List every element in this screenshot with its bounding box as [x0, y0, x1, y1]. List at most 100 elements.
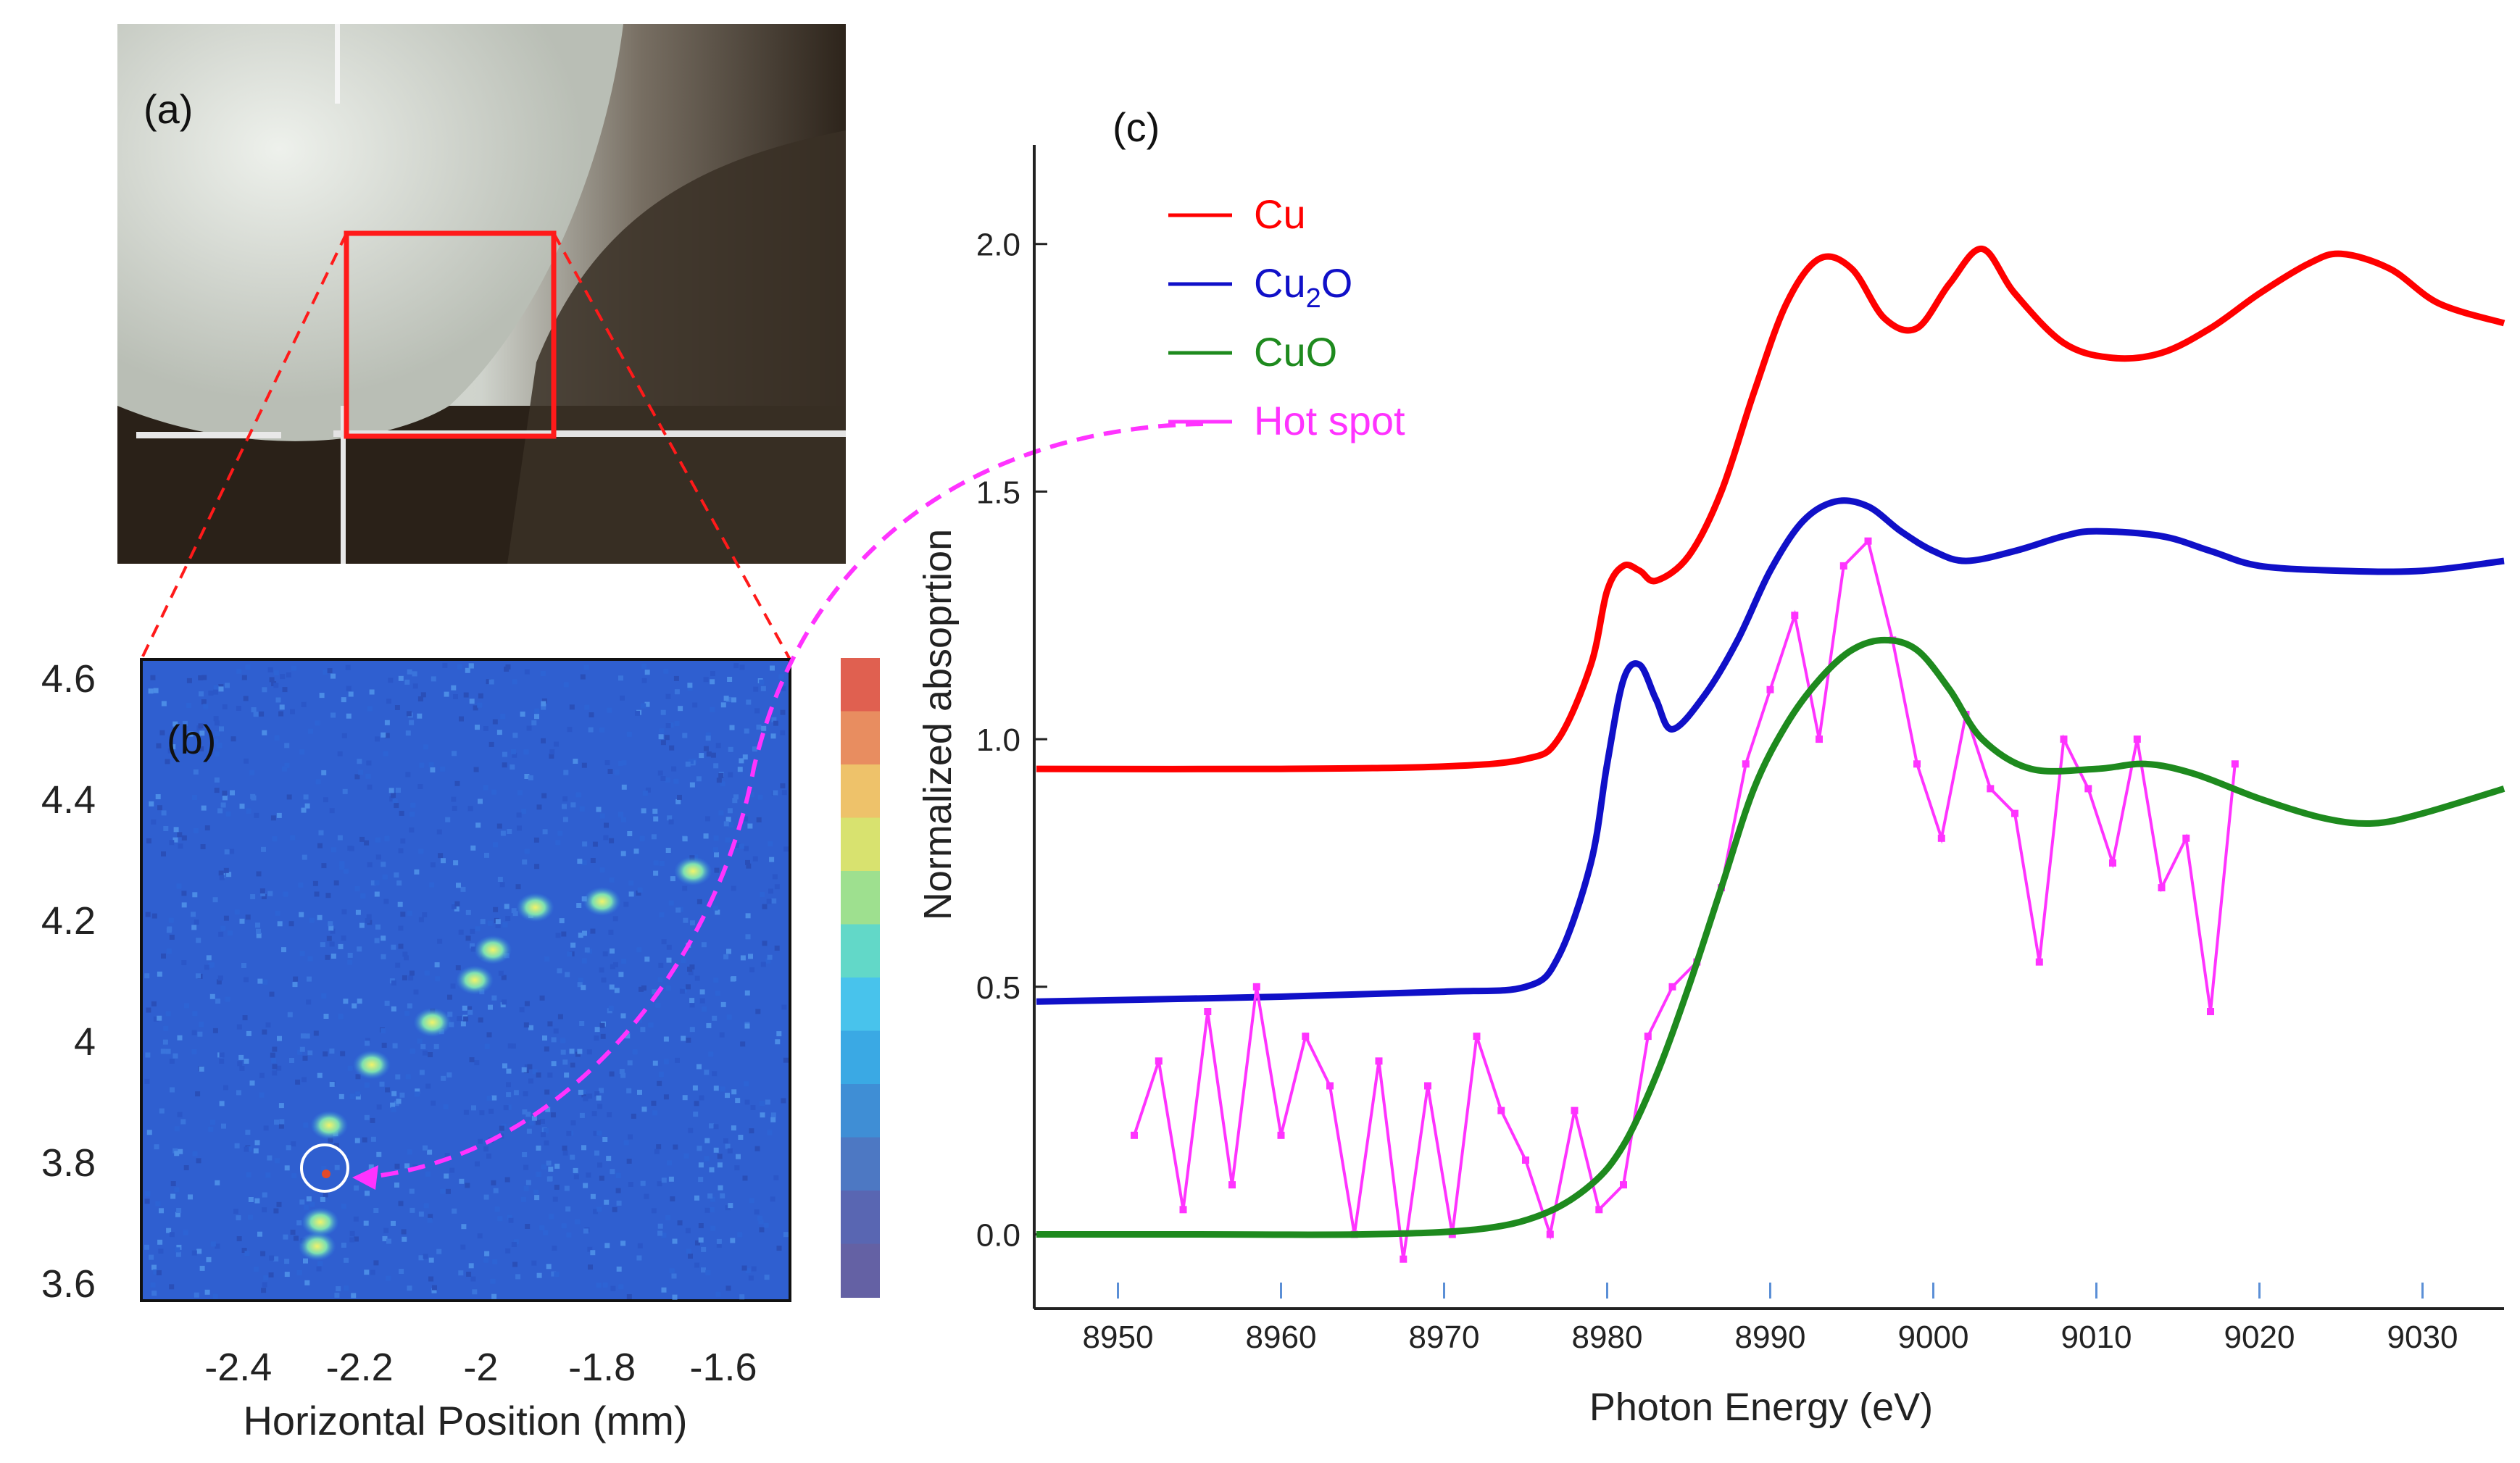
- panel-b-label: (b): [167, 717, 216, 762]
- heatmap-noise-pixel: [681, 1035, 686, 1041]
- heatmap-noise-pixel: [520, 712, 525, 717]
- heatmap-noise-pixel: [725, 1093, 730, 1099]
- heatmap-noise-pixel: [750, 1105, 756, 1110]
- heatmap-noise-pixel: [640, 1180, 646, 1186]
- heatmap-noise-pixel: [407, 1285, 412, 1291]
- heatmap-noise-pixel: [508, 1217, 514, 1223]
- heatmap-noise-pixel: [731, 1125, 736, 1131]
- heatmap-noise-pixel: [710, 707, 715, 712]
- heatmap-noise-pixel: [723, 821, 729, 827]
- heatmap-noise-pixel: [536, 1172, 541, 1177]
- heatmap-noise-pixel: [183, 1165, 189, 1170]
- series-point-hot-spot: [1987, 785, 1995, 793]
- heatmap-noise-pixel: [420, 692, 426, 698]
- heatmap-noise-pixel: [384, 720, 390, 725]
- heatmap-noise-pixel: [495, 919, 501, 925]
- heatmap-noise-pixel: [488, 679, 494, 685]
- heatmap-noise-pixel: [177, 1112, 183, 1117]
- heatmap-noise-pixel: [615, 1172, 621, 1178]
- heatmap-noise-pixel: [673, 778, 679, 784]
- heatmap-noise-pixel: [689, 759, 694, 764]
- heatmap-noise-pixel: [506, 1092, 512, 1098]
- heatmap-noise-pixel: [388, 788, 394, 793]
- heatmap-noise-pixel: [317, 914, 323, 920]
- heatmap-noise-pixel: [756, 724, 762, 730]
- heatmap-noise-pixel: [299, 1046, 305, 1052]
- heatmap-noise-pixel: [712, 847, 718, 853]
- heatmap-noise-pixel: [323, 670, 328, 675]
- heatmap-noise-pixel: [637, 1017, 642, 1023]
- heatmap-noise-pixel: [213, 685, 219, 691]
- heatmap-noise-pixel: [557, 968, 562, 974]
- heatmap-noise-pixel: [248, 1197, 254, 1202]
- heatmap-noise-pixel: [319, 693, 325, 699]
- heatmap-noise-pixel: [656, 1144, 662, 1150]
- heatmap-noise-pixel: [354, 886, 360, 891]
- heatmap-noise-pixel: [751, 1266, 757, 1272]
- heatmap-noise-pixel: [547, 1072, 553, 1078]
- heatmap-noise-pixel: [552, 1196, 558, 1202]
- heatmap-noise-pixel: [333, 880, 339, 885]
- heatmap-noise-pixel: [257, 1231, 262, 1237]
- heatmap-noise-pixel: [504, 904, 510, 909]
- heatmap-noise-pixel: [746, 863, 752, 869]
- heatmap-noise-pixel: [685, 762, 691, 767]
- heatmap-noise-pixel: [330, 954, 336, 959]
- colorbar[interactable]: [841, 658, 880, 1298]
- heatmap-noise-pixel: [326, 935, 332, 941]
- heatmap-noise-pixel: [304, 1280, 310, 1285]
- heatmap-noise-pixel: [214, 751, 220, 757]
- heatmap-noise-pixel: [153, 688, 159, 693]
- heatmap-noise-pixel: [217, 743, 223, 749]
- heatmap-noise-pixel: [329, 941, 335, 947]
- hot-spot-circle[interactable]: [300, 1143, 349, 1193]
- heatmap-noise-pixel: [315, 720, 320, 726]
- heatmap-noise-pixel: [762, 904, 768, 909]
- heatmap-noise-pixel: [621, 760, 627, 766]
- heatmap-y-tick-label: 3.6: [41, 1262, 96, 1306]
- spectra-legend[interactable]: Cu Cu2O CuO Hot spot: [1168, 191, 1405, 443]
- heatmap-noise-pixel: [500, 1002, 506, 1008]
- heatmap-noise-pixel: [692, 702, 698, 708]
- heatmap-noise-pixel: [417, 1038, 423, 1044]
- heatmap-noise-pixel: [465, 935, 471, 941]
- heatmap-noise-pixel: [400, 838, 406, 844]
- heatmap-noise-pixel: [527, 1064, 533, 1070]
- heatmap-noise-pixel: [169, 1284, 175, 1290]
- heatmap-noise-pixel: [408, 975, 414, 981]
- heatmap-noise-pixel: [592, 841, 598, 847]
- heatmap-noise-pixel: [199, 1022, 204, 1028]
- heatmap-noise-pixel: [221, 1123, 226, 1129]
- heatmap-noise-pixel: [780, 730, 786, 735]
- heatmap-noise-pixel: [541, 1132, 546, 1138]
- heatmap-noise-pixel: [715, 991, 720, 996]
- heatmap-noise-pixel: [591, 1111, 597, 1117]
- heatmap-noise-pixel: [367, 706, 373, 712]
- heatmap-noise-pixel: [744, 1081, 749, 1087]
- heatmap-noise-pixel: [321, 863, 327, 869]
- heatmap-noise-pixel: [166, 1227, 172, 1233]
- heatmap-noise-pixel: [374, 938, 380, 943]
- heatmap-noise-pixel: [570, 1120, 576, 1126]
- heatmap-noise-pixel: [174, 1187, 180, 1193]
- heatmap-noise-pixel: [414, 869, 420, 875]
- heatmap-noise-pixel: [424, 970, 430, 976]
- heatmap-noise-pixel: [457, 1016, 462, 1022]
- heatmap-noise-pixel: [703, 833, 709, 839]
- heatmap-noise-pixel: [433, 1043, 439, 1049]
- heatmap-noise-pixel: [641, 703, 646, 709]
- heatmap-x-tick-label: -1.8: [568, 1346, 636, 1389]
- heatmap-noise-pixel: [664, 735, 670, 741]
- heatmap-noise-pixel: [182, 720, 188, 726]
- heatmap-noise-pixel: [161, 953, 166, 959]
- heatmap-noise-pixel: [241, 963, 246, 968]
- heatmap-noise-pixel: [458, 1270, 464, 1276]
- series-point-hot-spot: [1277, 1131, 1285, 1139]
- heatmap-noise-pixel: [405, 730, 411, 736]
- colorbar-segment: [841, 1243, 880, 1298]
- heatmap-y-tick-label: 4: [74, 1020, 96, 1064]
- heatmap-noise-pixel: [651, 1208, 657, 1214]
- heatmap-noise-pixel: [215, 1180, 220, 1185]
- heatmap-noise-pixel: [370, 880, 376, 885]
- heatmap-noise-pixel: [609, 838, 615, 843]
